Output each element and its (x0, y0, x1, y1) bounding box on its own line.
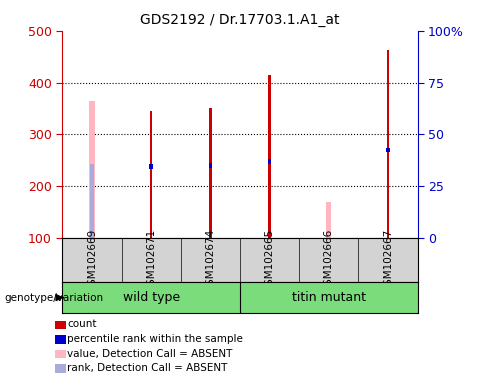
Text: genotype/variation: genotype/variation (5, 293, 104, 303)
Bar (208, 163, 212, 168)
Text: GSM102671: GSM102671 (146, 228, 156, 292)
Text: count: count (67, 319, 96, 329)
Text: titin mutant: titin mutant (292, 291, 366, 304)
Text: wild type: wild type (122, 291, 180, 304)
Bar (268, 159, 272, 164)
Text: GSM102669: GSM102669 (87, 228, 97, 292)
Bar (386, 147, 390, 152)
Text: percentile rank within the sample: percentile rank within the sample (67, 334, 243, 344)
Bar (268, 75, 271, 238)
Text: value, Detection Call = ABSENT: value, Detection Call = ABSENT (67, 349, 233, 359)
Bar (387, 50, 389, 238)
Bar (150, 111, 152, 238)
Text: GSM102665: GSM102665 (264, 228, 275, 292)
Bar (326, 202, 332, 238)
Title: GDS2192 / Dr.17703.1.A1_at: GDS2192 / Dr.17703.1.A1_at (140, 13, 340, 27)
Bar (149, 164, 153, 169)
Bar (89, 101, 95, 238)
Text: rank, Detection Call = ABSENT: rank, Detection Call = ABSENT (67, 363, 228, 373)
Bar (90, 164, 94, 238)
Text: GSM102674: GSM102674 (205, 228, 216, 292)
Text: GSM102667: GSM102667 (383, 228, 393, 292)
Bar (209, 108, 212, 238)
Text: GSM102666: GSM102666 (324, 228, 334, 292)
